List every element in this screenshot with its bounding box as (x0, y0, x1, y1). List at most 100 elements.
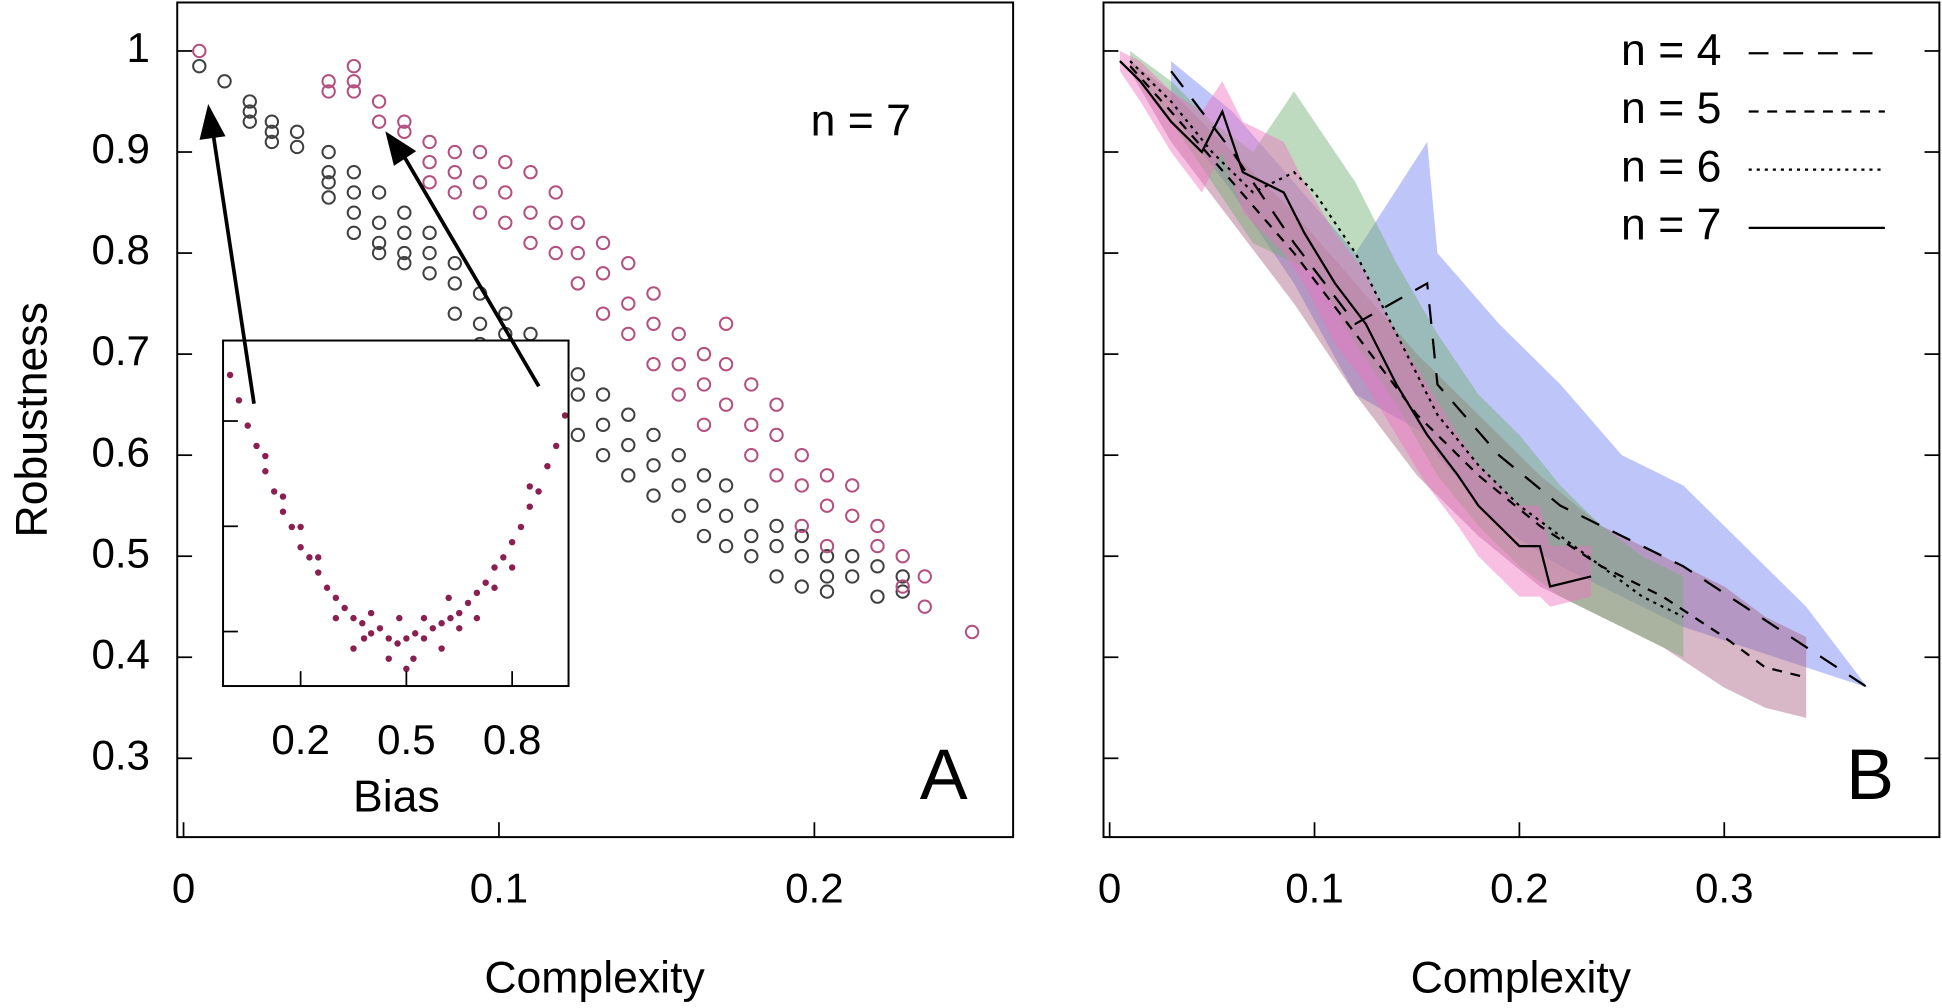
point (315, 569, 322, 576)
point (279, 508, 287, 515)
point (397, 205, 412, 220)
x-tick-label: 0.3 (1695, 865, 1754, 912)
point (794, 579, 809, 594)
point (367, 630, 375, 637)
point (397, 225, 412, 241)
point (548, 215, 563, 230)
point (447, 185, 462, 200)
point (346, 84, 362, 99)
point (769, 569, 784, 584)
point (535, 488, 542, 495)
point (371, 235, 387, 251)
point (422, 175, 437, 190)
point (508, 564, 516, 571)
point (321, 190, 336, 205)
point (671, 508, 686, 523)
point (397, 124, 412, 139)
point (226, 371, 234, 379)
point (870, 518, 885, 534)
point (845, 569, 860, 584)
point (473, 589, 481, 597)
point (671, 478, 686, 493)
point (397, 255, 412, 271)
point (385, 635, 392, 642)
x-tick-label: 0.2 (1490, 865, 1549, 912)
point (744, 528, 759, 544)
point (397, 245, 412, 261)
point (819, 549, 835, 564)
point (360, 635, 368, 642)
point (403, 635, 410, 642)
point (526, 503, 533, 510)
x-tick-label: 0.5 (377, 716, 436, 763)
y-tick-label: 0.4 (91, 630, 150, 677)
point (646, 286, 661, 301)
point (744, 549, 759, 564)
point (523, 205, 538, 220)
point (794, 549, 809, 564)
point (422, 245, 437, 261)
point (794, 528, 809, 544)
point (397, 114, 412, 129)
x-tick-label: 0.2 (785, 865, 844, 912)
point (438, 619, 445, 627)
point (621, 255, 636, 271)
y-tick-label: 0.9 (91, 125, 150, 172)
point (323, 584, 331, 591)
legend-label: n = 6 (1621, 142, 1721, 191)
point (359, 619, 366, 627)
point (371, 94, 387, 109)
point (321, 144, 336, 160)
point (744, 377, 759, 392)
point (192, 58, 207, 74)
arrow-shaft (402, 155, 541, 388)
annotation: n = 7 (811, 97, 911, 146)
point (332, 614, 340, 622)
x-axis-label: Complexity (1411, 954, 1632, 1003)
line (1170, 70, 1869, 689)
point (544, 462, 551, 470)
point (403, 665, 410, 673)
point (350, 614, 357, 622)
legend-label: n = 5 (1621, 84, 1721, 133)
point (350, 645, 357, 652)
panel-b-frame (1102, 1, 1941, 839)
point (870, 538, 885, 554)
point (744, 447, 759, 463)
panel-letter: B (1846, 735, 1894, 815)
arrow-head (385, 131, 417, 166)
point (321, 84, 336, 99)
point (895, 579, 910, 594)
point (696, 377, 712, 392)
point (718, 478, 734, 493)
point (819, 468, 835, 483)
panel-a-frame (176, 1, 1015, 839)
point (321, 165, 336, 180)
point (491, 564, 498, 571)
point (595, 266, 611, 281)
line (1129, 65, 1807, 679)
point (447, 614, 454, 622)
point (264, 124, 280, 139)
point (346, 185, 362, 200)
point (396, 614, 403, 622)
point (744, 417, 759, 433)
point (696, 528, 712, 544)
point (473, 614, 481, 622)
point (242, 94, 257, 109)
x-tick-label: 0.1 (1285, 865, 1344, 912)
x-tick-label: 0 (1098, 865, 1121, 912)
point (845, 478, 860, 493)
point (445, 594, 452, 602)
point (769, 538, 784, 554)
point (819, 538, 835, 554)
point (548, 245, 563, 261)
point (385, 655, 392, 662)
point (262, 452, 269, 460)
point (794, 447, 809, 463)
point (217, 74, 232, 89)
point (819, 498, 835, 513)
point (595, 447, 611, 463)
point (491, 584, 498, 591)
arrow-shaft (211, 133, 256, 404)
